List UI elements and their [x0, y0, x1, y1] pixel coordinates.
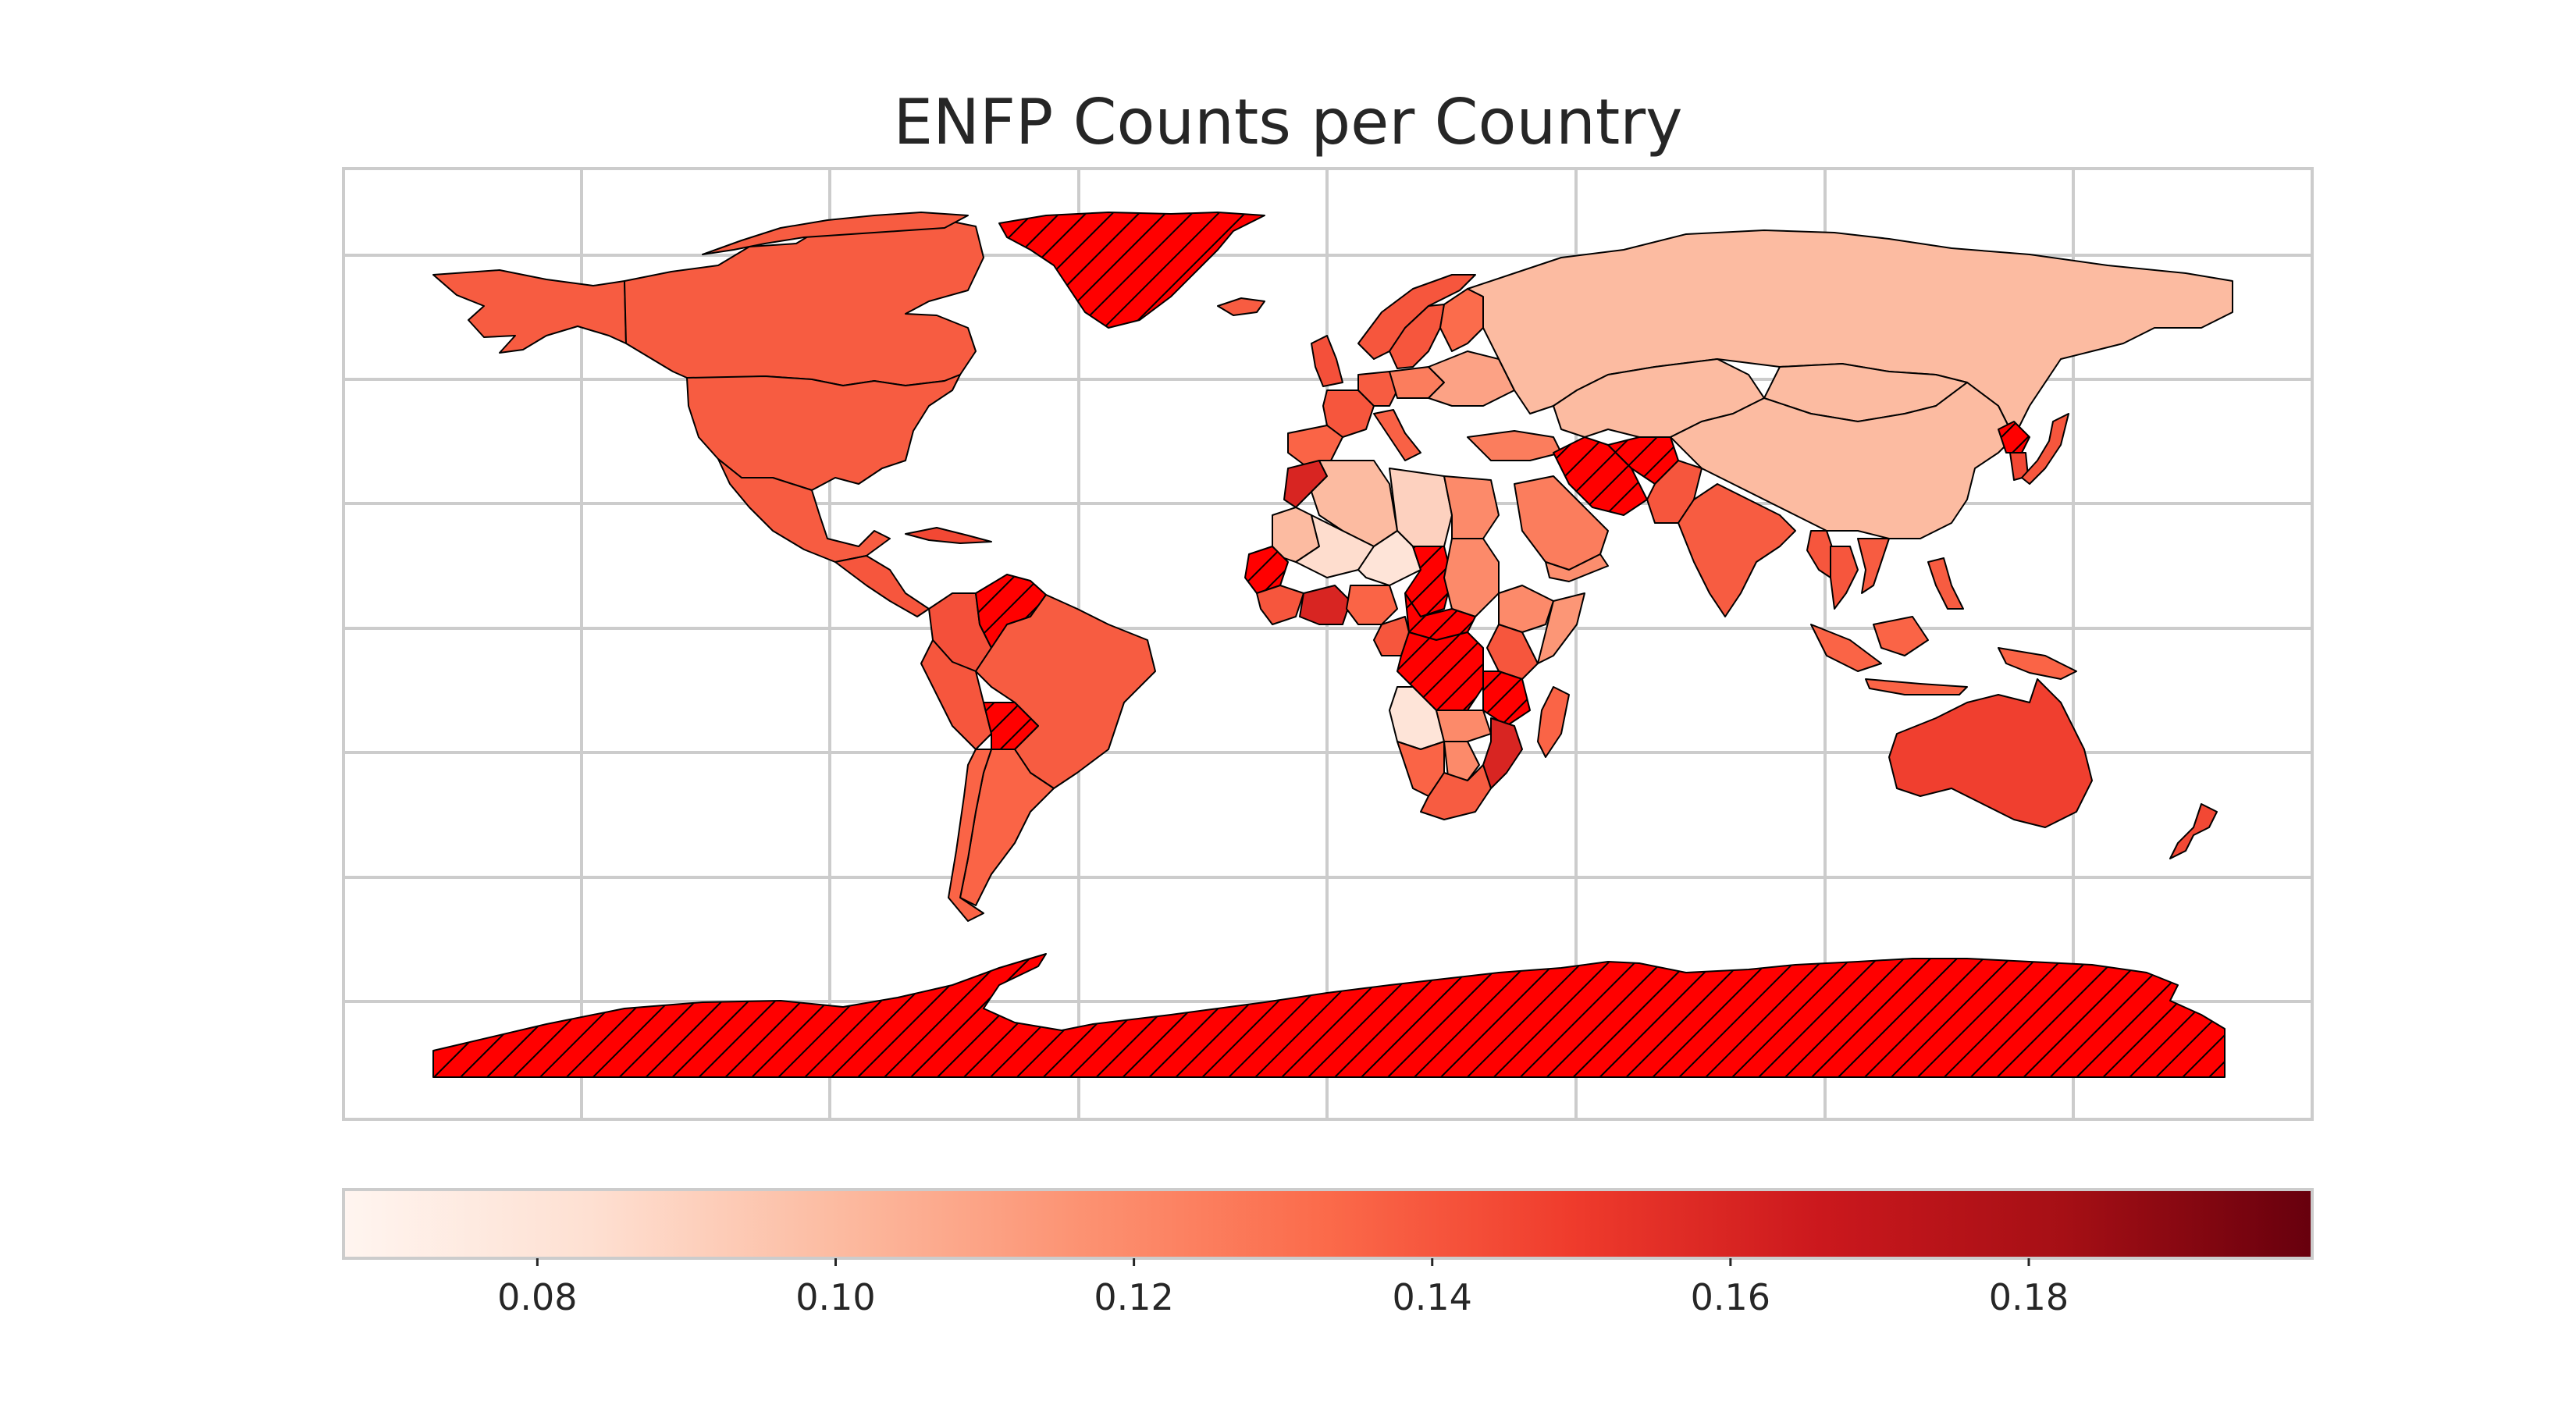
- region-japan: [2021, 413, 2069, 485]
- region-alaska: [432, 269, 627, 354]
- colorbar-tick-label: 0.08: [497, 1276, 577, 1318]
- region-sudan: [1443, 538, 1500, 617]
- region-united-kingdom: [1311, 335, 1343, 387]
- region-madagascar: [1537, 686, 1570, 758]
- region-cuba: [905, 527, 992, 544]
- region-tanzania: [1482, 670, 1531, 727]
- colorbar-gradient: [342, 1188, 2314, 1260]
- region-canada-islands: [702, 212, 969, 255]
- region-yemen: [1545, 553, 1609, 582]
- region-australia: [1888, 678, 2093, 828]
- region-italy: [1373, 409, 1421, 461]
- colorbar-tick-label: 0.12: [1094, 1276, 1173, 1318]
- region-papua-new-guinea: [1998, 647, 2077, 680]
- region-china: [1670, 382, 2015, 539]
- region-guinea: [1256, 585, 1304, 625]
- colorbar-tick-label: 0.14: [1393, 1276, 1472, 1318]
- region-indonesia: [1810, 616, 1968, 695]
- region-ukraine: [1428, 350, 1515, 407]
- region-brazil: [975, 594, 1156, 789]
- region-niger: [1357, 530, 1421, 586]
- region-new-zealand: [2169, 803, 2218, 859]
- region-chile: [948, 749, 992, 922]
- region-vietnam: [1857, 538, 1890, 594]
- region-iceland: [1217, 297, 1265, 316]
- colorbar-tick-label: 0.10: [795, 1276, 875, 1318]
- region-peru: [920, 639, 992, 750]
- colorbar-tick-label: 0.16: [1691, 1276, 1770, 1318]
- region-mali: [1295, 514, 1375, 578]
- colorbar: 0.08 0.10 0.12 0.14 0.16 0.18: [342, 1188, 2314, 1318]
- region-mozambique: [1482, 717, 1523, 789]
- colorbar-tick-label: 0.18: [1989, 1276, 2069, 1318]
- region-india: [1678, 483, 1796, 617]
- region-zambia: [1436, 710, 1492, 742]
- region-north-korea: [1998, 421, 2030, 454]
- region-somalia: [1537, 592, 1585, 664]
- region-philippines: [1927, 557, 1964, 610]
- region-botswana: [1443, 741, 1480, 781]
- region-south-africa: [1420, 764, 1492, 820]
- chart-title: ENFP Counts per Country: [893, 86, 1683, 158]
- region-chad: [1404, 546, 1453, 617]
- region-mexico: [717, 458, 891, 563]
- region-thailand: [1830, 546, 1859, 610]
- region-ghana: [1299, 585, 1351, 625]
- region-antarctica: [432, 953, 2226, 1078]
- region-greenland: [998, 212, 1265, 329]
